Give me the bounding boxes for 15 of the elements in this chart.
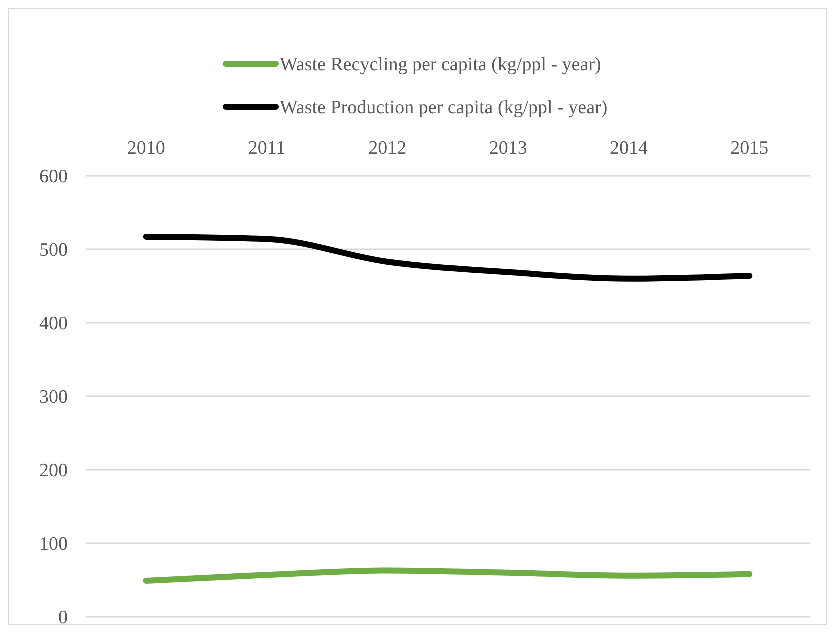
x-tick-label: 2010 [127,138,166,159]
y-tick-label: 400 [40,314,68,335]
legend-label: Waste Recycling per capita (kg/ppl - year) [280,54,602,76]
x-tick-label: 2015 [730,138,769,159]
y-tick-label: 500 [40,240,68,262]
y-tick-label: 300 [40,387,68,408]
y-tick-label: 200 [40,460,68,482]
x-tick-label: 2013 [489,138,528,159]
y-tick-label: 100 [40,534,68,556]
y-tick-label: 0 [58,608,68,629]
x-tick-label: 2014 [610,138,648,159]
x-tick-label: 2012 [368,138,407,159]
y-tick-label: 600 [40,166,68,188]
x-tick-label: 2011 [248,138,286,159]
legend-label: Waste Production per capita (kg/ppl - year) [280,98,608,119]
